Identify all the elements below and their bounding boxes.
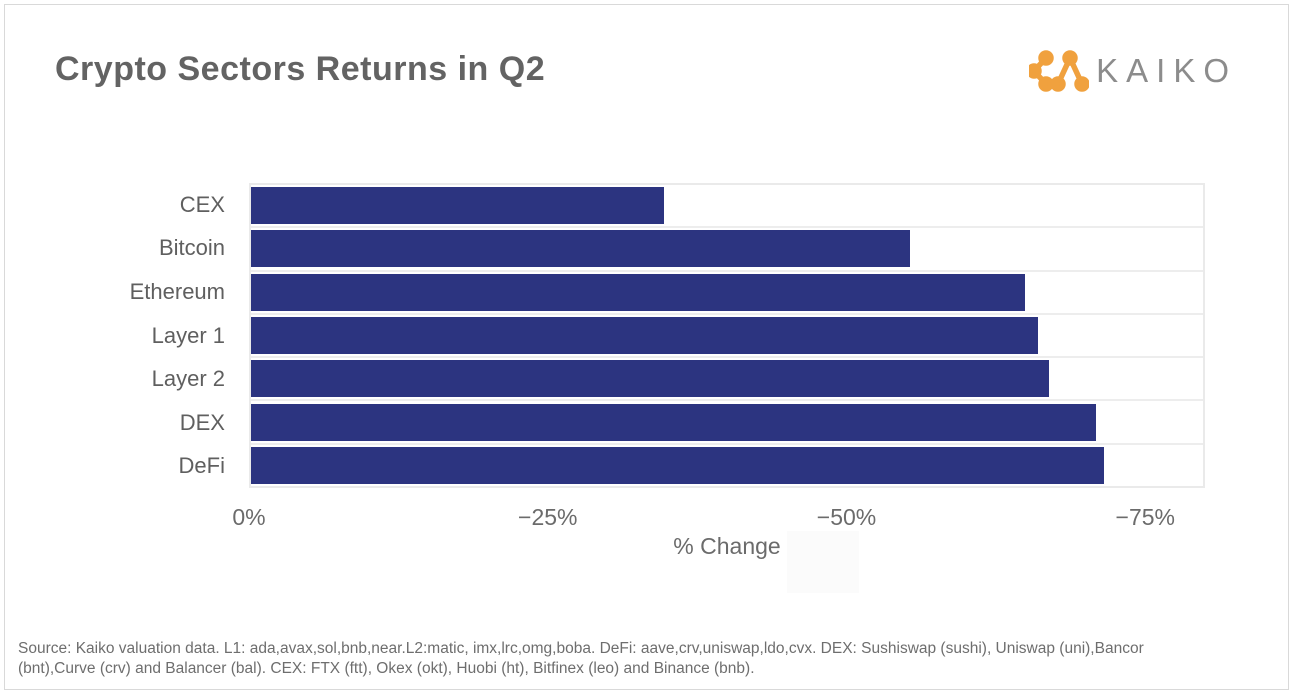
x-axis-tick-labels: 0% −25% −50% −75%: [232, 504, 1205, 532]
chart-row: [251, 272, 1203, 315]
bar-layer-2: [251, 360, 1050, 398]
chart-row: [251, 185, 1203, 229]
chart-row: [251, 315, 1203, 359]
x-axis-title: % Change: [673, 533, 781, 559]
chart-title: Crypto Sectors Returns in Q2: [55, 50, 546, 88]
faint-screen-artifact: [787, 531, 859, 593]
category-label: Ethereum: [129, 278, 225, 304]
bar-bitcoin: [251, 230, 911, 268]
bar-layer-1: [251, 316, 1038, 354]
category-label: Layer 2: [151, 366, 225, 392]
chart-row: [251, 228, 1203, 272]
chart-row: [251, 401, 1203, 445]
chart-row: [251, 445, 1203, 486]
chart-row: [251, 358, 1203, 402]
bar-dex: [251, 403, 1096, 441]
bar-chart-plot-area: [249, 183, 1205, 488]
category-label: DeFi: [178, 453, 225, 479]
kaiko-logo: KAIKO: [1029, 50, 1237, 92]
kaiko-mark-icon: [1029, 50, 1090, 92]
category-label: Bitcoin: [158, 235, 225, 261]
bar-cex: [251, 187, 664, 225]
bar-defi: [251, 446, 1105, 484]
x-tick-label: −50%: [816, 504, 877, 530]
category-label: Layer 1: [151, 322, 225, 348]
x-tick-label: −25%: [518, 504, 578, 530]
kaiko-wordmark: KAIKO: [1096, 51, 1237, 90]
x-tick-label: −75%: [1115, 504, 1175, 530]
y-axis-category-labels: CEX Bitcoin Ethereum Layer 1 Layer 2 DEX DeFi: [0, 183, 237, 488]
bar-ethereum: [251, 273, 1025, 311]
x-tick-label: 0%: [232, 504, 266, 530]
category-label: DEX: [179, 409, 225, 435]
category-label: CEX: [179, 191, 225, 217]
source-note: Source: Kaiko valuation data. L1: ada,av…: [18, 640, 1144, 677]
